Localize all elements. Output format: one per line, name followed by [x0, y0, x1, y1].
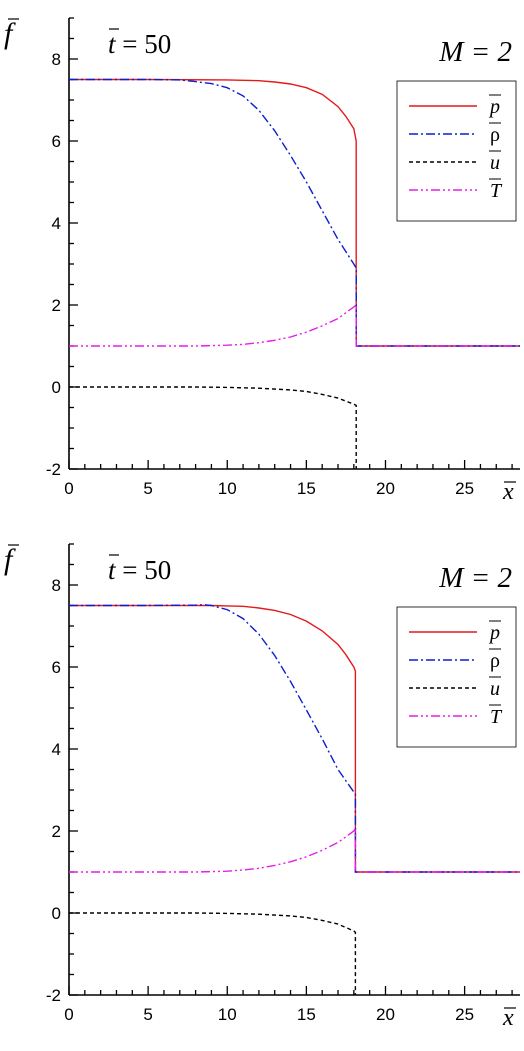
legend-label-2: ρ — [490, 650, 500, 672]
y-tick-label: 8 — [52, 576, 61, 595]
series-line-4 — [69, 827, 520, 873]
y-tick-label: -2 — [46, 460, 61, 479]
chart-title: t = 50 — [108, 29, 171, 59]
y-tick-label: 6 — [52, 658, 61, 677]
y-axis-label: f — [4, 543, 16, 576]
title-value: = 50 — [116, 29, 172, 59]
x-tick-label: 15 — [297, 1005, 316, 1024]
x-tick-label: 10 — [218, 1005, 237, 1024]
x-tick-label: 5 — [143, 479, 152, 498]
x-tick-label: 0 — [64, 1005, 73, 1024]
x-tick-label: 10 — [218, 479, 237, 498]
series-line-3 — [69, 386, 357, 469]
x-tick-label: 20 — [376, 1005, 395, 1024]
x-axis-label: x — [502, 479, 514, 505]
x-tick-label: 5 — [143, 1005, 152, 1024]
legend-label-1: p — [488, 96, 500, 118]
series-line-2 — [69, 603, 520, 873]
legend-label-4: T — [490, 706, 503, 728]
y-tick-label: 2 — [52, 296, 61, 315]
y-tick-label: 0 — [52, 378, 61, 397]
legend-label-3: u — [490, 152, 500, 174]
title-variable: t — [108, 555, 117, 585]
legend-label-2: ρ — [490, 124, 500, 146]
y-axis-label: f — [4, 17, 16, 50]
x-tick-label: 25 — [455, 1005, 474, 1024]
y-tick-label: 4 — [52, 214, 61, 233]
y-tick-label: 4 — [52, 740, 61, 759]
title-variable: t — [108, 29, 117, 59]
series-line-3 — [69, 912, 357, 995]
y-tick-label: 8 — [52, 50, 61, 69]
annotation-mach: M = 2 — [438, 562, 512, 594]
x-tick-label: 0 — [64, 479, 73, 498]
y-tick-label: -2 — [46, 986, 61, 1005]
x-tick-label: 15 — [297, 479, 316, 498]
chart-title: t = 50 — [108, 555, 171, 585]
x-tick-label: 25 — [455, 479, 474, 498]
legend-label-3: u — [490, 678, 500, 700]
y-tick-label: 0 — [52, 904, 61, 923]
series-line-4 — [69, 303, 520, 347]
title-value: = 50 — [116, 555, 172, 585]
legend-label-1: p — [488, 622, 500, 644]
y-tick-label: 6 — [52, 132, 61, 151]
y-tick-label: 2 — [52, 822, 61, 841]
x-tick-label: 20 — [376, 479, 395, 498]
x-axis-label: x — [502, 1005, 514, 1031]
series-line-1 — [69, 604, 520, 873]
annotation-mach: M = 2 — [438, 36, 512, 68]
legend-label-4: T — [490, 180, 503, 202]
